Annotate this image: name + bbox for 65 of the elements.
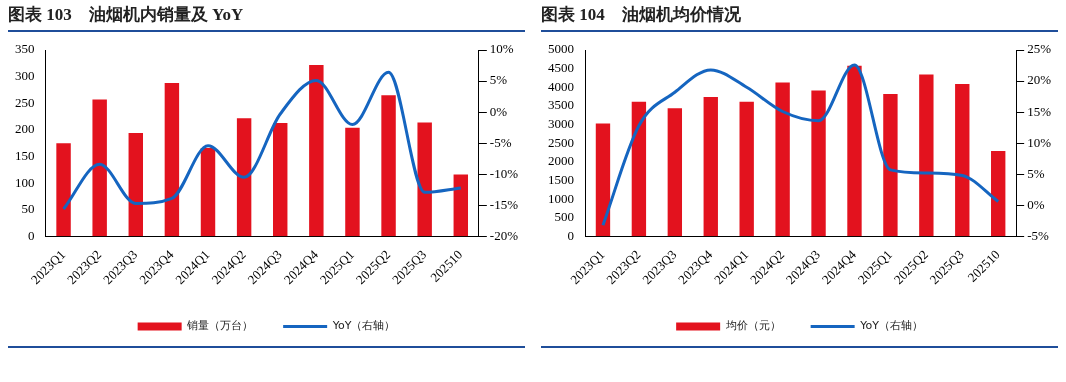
bar [811, 90, 826, 237]
y2-tick-label: 5% [1027, 165, 1045, 181]
bar [703, 96, 718, 237]
y-tick-label: 1500 [548, 171, 574, 187]
bar [309, 64, 324, 237]
bar [345, 127, 360, 237]
legend-label: YoY（右轴） [331, 319, 396, 333]
y2-tick-label: 0% [1027, 196, 1045, 212]
y-tick-label: 300 [15, 68, 35, 84]
y2-tick-label: -5% [1027, 227, 1049, 243]
y-tick-label: 350 [15, 41, 35, 57]
y-tick-label: 2000 [548, 153, 574, 169]
y-tick-label: 50 [21, 201, 35, 217]
y2-tick-label: 10% [489, 41, 514, 57]
y-tick-label: 4000 [548, 78, 574, 94]
chart-title: 图表 104 油烟机均价情况 [541, 0, 1058, 32]
bar [595, 123, 611, 237]
bar [453, 174, 469, 237]
y-tick-label: 2500 [548, 134, 574, 150]
bar [200, 147, 216, 237]
y2-tick-label: 20% [1027, 72, 1052, 88]
y2-tick-label: 10% [1027, 134, 1052, 150]
y-tick-label: 100 [15, 174, 35, 190]
bar [739, 101, 754, 237]
bar [847, 65, 862, 237]
legend-label: YoY（右轴） [859, 319, 923, 333]
y-tick-label: 500 [554, 209, 574, 225]
y-tick-label: 3000 [548, 115, 574, 131]
bar [919, 74, 934, 237]
bar [164, 83, 180, 237]
y-tick-label: 5000 [548, 41, 574, 57]
bar [955, 83, 970, 237]
bar [128, 133, 143, 237]
y-tick-label: 1000 [548, 190, 574, 206]
y2-tick-label: -20% [489, 227, 519, 243]
legend-label: 均价（元） [724, 319, 781, 333]
bar [631, 101, 647, 237]
y-tick-label: 3500 [548, 97, 574, 113]
bar [991, 151, 1006, 237]
y2-tick-label: -5% [489, 134, 512, 150]
y-tick-label: 0 [28, 227, 35, 243]
y-tick-label: 150 [15, 147, 35, 163]
bar [775, 82, 790, 237]
bar [381, 95, 396, 237]
y-tick-label: 0 [567, 227, 574, 243]
bar [273, 122, 288, 237]
bar [92, 99, 107, 237]
y2-tick-label: 0% [489, 103, 508, 119]
bar [56, 143, 71, 237]
line-series [601, 63, 1000, 227]
y2-tick-label: 15% [1027, 103, 1052, 119]
y2-tick-label: 5% [489, 72, 508, 88]
bar [417, 122, 432, 237]
y-tick-label: 200 [15, 121, 35, 137]
y-tick-label: 250 [15, 94, 35, 110]
legend-label: 销量（万台） [186, 319, 254, 333]
chart-title: 图表 103 油烟机内销量及 YoY [8, 0, 525, 32]
bar [236, 118, 252, 237]
y2-tick-label: -15% [489, 196, 519, 212]
y-tick-label: 4500 [548, 60, 574, 76]
line-series [62, 70, 463, 211]
bar [883, 93, 898, 237]
bar [667, 108, 683, 237]
y2-tick-label: -10% [489, 165, 519, 181]
y2-tick-label: 25% [1027, 41, 1052, 57]
